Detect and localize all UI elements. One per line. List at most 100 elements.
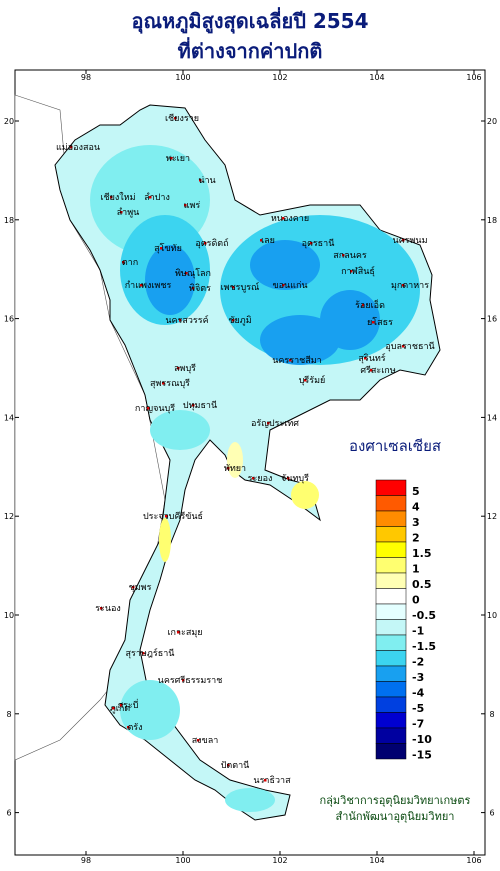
place-name: นครราชสีมา [272,355,321,366]
title: อุณหภูมิสูงสุดเฉลี่ยปี 2554 [131,6,368,35]
lat-label: 10 [487,611,497,620]
legend-label: -7 [412,718,424,731]
place-name: พิจิตร [189,283,211,294]
lat-label: 6 [6,809,11,818]
place-name: ชุมพร [129,583,152,593]
legend-label: 0 [412,594,420,607]
station [227,764,230,767]
station [282,217,285,220]
legend-swatch [375,588,407,605]
station [282,284,285,287]
place-name: ลำพูน [117,207,140,218]
place-name: สุโขทัย [154,243,182,254]
legend-label: -5 [412,702,424,715]
place-name: กระบี่ [118,698,139,711]
anomaly-area [145,245,195,315]
station [162,382,165,385]
station [199,179,202,182]
place-name: เลย [261,236,275,246]
station [127,726,130,729]
legend-label: 5 [412,485,420,498]
place-name: แพร่ [184,201,201,211]
place-name: เกาะสมุย [167,628,202,638]
legend-label: 1 [412,563,420,576]
lon-label: 98 [81,856,91,865]
lon-label: 100 [175,73,190,82]
place-name: ตรัง [127,723,142,733]
station [260,239,263,242]
station [142,652,145,655]
place-name: เพชรบูรณ์ [221,281,260,293]
legend-swatch [375,712,407,729]
station [264,779,267,782]
station [197,739,200,742]
credit: กลุ่มวิชาการอุตุนิยมวิทยาเกษตร [320,794,471,807]
legend-label: 2 [412,532,420,545]
legend-label: 1.5 [412,547,432,560]
legend-label: -0.5 [412,609,436,622]
station [310,242,313,245]
station [402,239,405,242]
place-name: เชียงใหม่ [100,192,135,203]
lon-label: 102 [272,856,287,865]
station [342,254,345,257]
station [110,196,113,199]
legend-label: 3 [412,516,420,529]
place-name: กำแพงเพชร [125,280,172,291]
lat-label: 8 [6,710,11,719]
subtitle: ที่ต่างจากค่าปกติ [178,36,323,63]
station [185,272,188,275]
legend-swatch [375,479,407,496]
legend-title: องศาเซลเซียส [349,437,441,455]
lat-label: 16 [487,315,497,324]
place-name: ลพบุรี [174,363,196,374]
place-name: หนองคาย [271,214,309,224]
station [350,270,353,273]
station [174,117,177,120]
lon-label: 106 [466,73,481,82]
legend-swatch [375,650,407,667]
station [364,357,367,360]
station [100,607,103,610]
station [177,631,180,634]
place-name: สุราษฎร์ธานี [126,647,175,659]
place-name: ขอนแก่น [272,281,307,291]
legend-label: 4 [412,501,420,514]
anomaly-area [291,481,319,509]
legend-label: -4 [412,687,425,700]
legend-swatch [375,541,407,558]
station [149,196,152,199]
place-name: พะเยา [166,154,190,164]
station [182,679,185,682]
station [184,204,187,207]
lon-label: 102 [272,73,287,82]
station [289,359,292,362]
legend-swatch [375,603,407,620]
place-name: พัทยา [224,464,246,474]
station [232,286,235,289]
place-name: ตาก [122,258,138,268]
place-name: ระยอง [248,474,273,484]
place-name: ลำปาง [144,192,170,203]
place-name: อุตรดิตถ์ [195,237,228,249]
station [204,242,207,245]
station [120,704,123,707]
station [192,287,195,290]
place-name: สุรินทร์ [358,352,385,364]
place-name: ระนอง [95,604,121,614]
place-name: อุดรธานี [302,238,335,249]
place-name: อุบลราชธานี [385,341,434,352]
legend-swatch [375,557,407,574]
land [14,94,441,821]
lon-label: 106 [466,856,481,865]
station [122,261,125,264]
place-name: ยโสธร [367,317,393,328]
lat-label: 6 [489,809,494,818]
legend-label: -2 [412,656,424,669]
station [140,284,143,287]
lat-label: 14 [487,413,497,422]
lon-label: 98 [81,73,91,82]
station [304,379,307,382]
place-name: ปัตตานี [221,760,250,771]
place-name: ชัยภูมิ [228,315,251,326]
